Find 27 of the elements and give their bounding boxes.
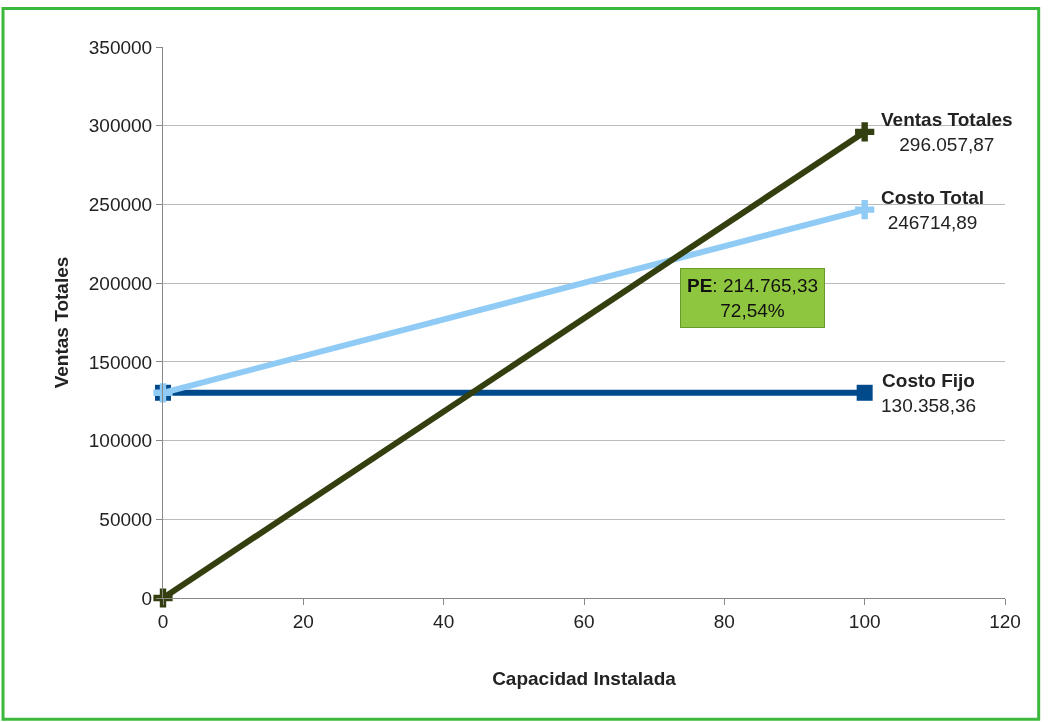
y-tick-label: 350000: [88, 36, 153, 58]
data-label: 130.358,36: [881, 394, 977, 416]
x-tick-label: 80: [713, 610, 735, 632]
series-label: Costo Total: [881, 187, 985, 208]
x-tick-label: 60: [573, 610, 595, 632]
x-axis-title: Capacidad Instalada: [492, 667, 677, 689]
data-label: 296.057,87: [899, 133, 995, 155]
y-tick-label: 100000: [88, 430, 153, 452]
x-tick-label: 0: [157, 610, 169, 632]
x-tick-label: 120: [989, 610, 1021, 632]
x-tick-label: 40: [433, 610, 455, 632]
series-label: Costo Fijo: [882, 370, 975, 391]
y-tick-label: 50000: [99, 508, 153, 530]
y-tick-label: 150000: [88, 351, 153, 373]
point: [855, 122, 875, 142]
point: [856, 384, 873, 401]
x-tick-label: 100: [848, 610, 881, 632]
y-tick-label: 200000: [88, 272, 153, 294]
annotation: PE: 214.765,33 72,54%: [687, 275, 819, 321]
y-tick-label: 250000: [88, 194, 153, 216]
x-tick-label: 20: [292, 610, 314, 632]
point: [855, 200, 875, 220]
series-label: Ventas Totales: [881, 109, 1013, 130]
y-tick-label: 300000: [88, 115, 153, 137]
data-label: 246714,89: [887, 211, 978, 233]
y-tick-label: 0: [141, 587, 153, 609]
y-axis-title: Ventas Totales: [50, 256, 72, 389]
